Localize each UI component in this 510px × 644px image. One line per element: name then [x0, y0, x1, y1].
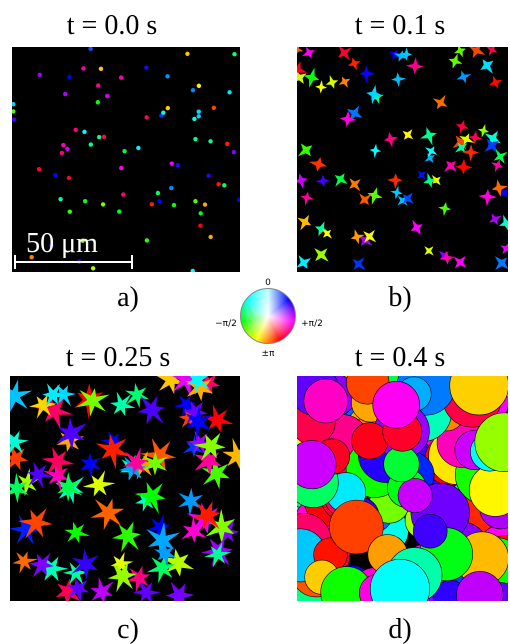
nucleus	[197, 84, 201, 88]
nucleus	[97, 135, 101, 139]
nucleus	[208, 139, 212, 143]
panel-label: b)	[388, 282, 411, 313]
nucleus	[157, 199, 161, 203]
nucleus	[119, 75, 123, 79]
domain	[457, 571, 504, 618]
scale-bar-label: 50 μm	[26, 228, 98, 259]
nucleus	[169, 186, 173, 190]
nucleus	[225, 142, 229, 146]
nucleus	[208, 235, 212, 239]
nucleus	[191, 269, 195, 273]
nucleus	[191, 88, 195, 92]
panel-title: t = 0.1 s	[355, 10, 445, 41]
domain	[398, 478, 432, 512]
nucleus	[102, 135, 106, 139]
nucleus	[166, 106, 170, 110]
domain	[384, 446, 420, 482]
wheel-label: ±π	[262, 349, 276, 359]
nucleus	[222, 183, 226, 187]
nucleus	[237, 198, 241, 202]
domain	[413, 514, 447, 548]
nucleus	[161, 110, 165, 114]
nucleus	[172, 203, 176, 207]
nucleus	[212, 106, 216, 110]
panel-image	[0, 361, 252, 611]
nucleus	[150, 202, 154, 206]
panel-title: t = 0.25 s	[66, 342, 170, 373]
domain	[304, 379, 348, 423]
panel-label: d)	[388, 614, 411, 644]
panel-label: c)	[117, 614, 139, 644]
nucleus	[119, 166, 123, 170]
nucleus	[67, 75, 71, 79]
nucleus	[82, 130, 86, 134]
nucleus	[89, 142, 93, 146]
nucleus	[101, 202, 105, 206]
nucleus	[203, 202, 207, 206]
wheel-label: −π/2	[215, 319, 237, 329]
nucleus	[81, 66, 85, 70]
nucleus	[206, 174, 210, 178]
nucleus	[88, 47, 92, 51]
nucleus	[68, 210, 72, 214]
nucleus	[121, 192, 125, 196]
nucleus	[156, 191, 160, 195]
nucleus	[96, 100, 100, 104]
nucleus	[193, 137, 197, 141]
wheel-label: 0	[265, 278, 271, 288]
nucleus	[192, 117, 196, 121]
domain	[370, 559, 429, 618]
nucleus	[91, 266, 95, 270]
panel-image	[273, 354, 510, 624]
panel-background	[297, 47, 508, 272]
panel-image	[289, 41, 510, 272]
nucleus	[144, 66, 148, 70]
nucleus	[67, 176, 71, 180]
nucleus	[11, 102, 15, 106]
panel-title: t = 0.4 s	[355, 342, 445, 373]
nucleus	[63, 92, 67, 96]
nucleus	[170, 161, 174, 165]
nucleus	[73, 128, 77, 132]
nucleus	[122, 149, 126, 153]
panel-title: t = 0.0 s	[67, 10, 157, 41]
figure: t = 0.0 s t = 0.1 s t = 0.25 s t = 0.4 s…	[0, 0, 510, 644]
panel-label: a)	[117, 282, 139, 313]
nucleus	[165, 74, 169, 78]
nucleus	[144, 115, 148, 119]
nucleus	[83, 199, 87, 203]
nucleus	[99, 67, 103, 71]
nucleus	[193, 199, 197, 203]
domain	[450, 356, 509, 415]
nucleus	[232, 52, 236, 56]
nucleus	[198, 224, 202, 228]
nucleus	[185, 52, 189, 56]
nucleus	[117, 209, 121, 213]
nucleus	[105, 94, 109, 98]
nucleus	[53, 173, 57, 177]
nucleus	[58, 197, 62, 201]
nucleus	[216, 182, 220, 186]
nucleus	[61, 143, 65, 147]
nucleus	[227, 90, 231, 94]
domain	[288, 440, 336, 488]
nucleus	[197, 109, 201, 113]
nucleus	[145, 238, 149, 242]
wheel-label: +π/2	[301, 319, 323, 329]
nucleus	[232, 150, 236, 154]
color-wheel	[240, 288, 296, 344]
nucleus	[198, 211, 202, 215]
nucleus	[197, 114, 201, 118]
nucleus	[96, 83, 100, 87]
nucleus	[176, 163, 180, 167]
domain	[352, 423, 389, 460]
nucleus	[12, 117, 16, 121]
domain	[373, 381, 420, 428]
nucleus	[11, 109, 15, 113]
nucleus	[60, 151, 64, 155]
nucleus	[38, 73, 42, 77]
nucleus	[136, 146, 140, 150]
nucleus	[37, 167, 41, 171]
nucleus	[65, 147, 69, 151]
